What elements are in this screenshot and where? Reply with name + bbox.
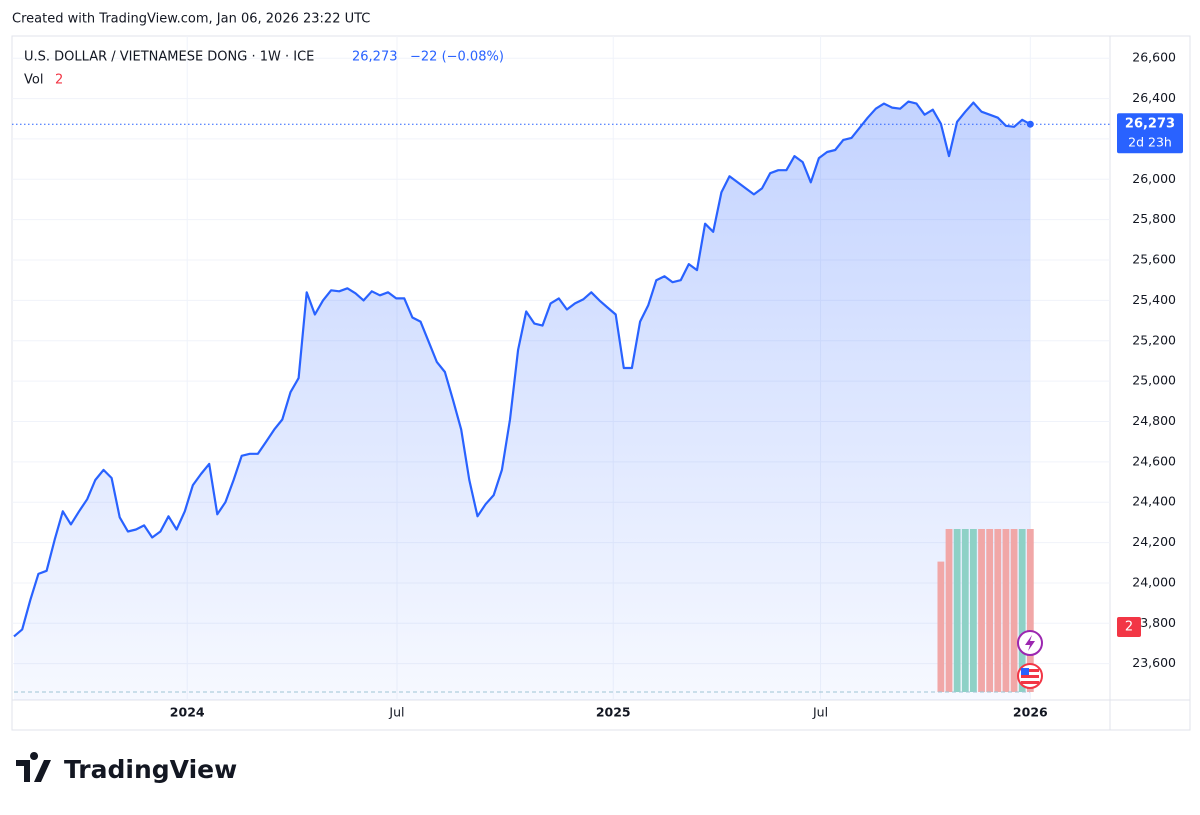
y-tick-label: 25,600: [1132, 252, 1176, 267]
y-tick-label: 26,000: [1132, 171, 1176, 186]
volume-bar: [978, 529, 985, 692]
event-icon[interactable]: [1017, 630, 1043, 656]
plot: [12, 100, 1110, 701]
economic-event-icon[interactable]: [1017, 663, 1043, 689]
x-tick-label: 2024: [170, 705, 205, 720]
x-tick-label: Jul: [812, 705, 828, 720]
y-tick-label: 25,000: [1132, 373, 1176, 388]
frame: [11, 35, 1191, 731]
logo-text: TradingView: [64, 755, 237, 784]
volume-legend: Vol: [24, 73, 43, 88]
volume-bar: [986, 529, 994, 692]
y-tick-label: 25,400: [1132, 292, 1176, 307]
countdown: 2d 23h: [1128, 135, 1172, 150]
y-tick-label: 24,200: [1132, 534, 1176, 549]
y-tick-label: 25,800: [1132, 211, 1176, 226]
volume-bar: [1026, 529, 1034, 692]
volume-bar: [970, 529, 977, 692]
price-label-box: [1117, 113, 1183, 154]
x-tick-label: 2025: [596, 705, 631, 720]
credit: Created with TradingView.com, Jan 06, 20…: [12, 12, 370, 27]
logo: TradingView: [16, 752, 237, 784]
last-point: [1026, 120, 1034, 128]
legend-price: 26,273: [352, 50, 398, 65]
volume-label-box: [1117, 617, 1141, 637]
x-tick-label: 2026: [1013, 705, 1048, 720]
y-tick-label: 24,400: [1132, 494, 1176, 509]
price-label: 26,273: [1125, 117, 1175, 132]
legend-change: −22 (−0.08%): [410, 50, 504, 65]
price-line: [13, 100, 1031, 638]
y-tick-label: 24,800: [1132, 413, 1176, 428]
y-tick-label: 24,000: [1132, 574, 1176, 589]
volume-bar: [994, 529, 1002, 692]
volume-label: 2: [1125, 620, 1133, 635]
volume-bar: [1002, 529, 1010, 692]
volume-bar: [953, 529, 961, 692]
volume-bar: [961, 529, 969, 692]
y-tick-label: 25,200: [1132, 332, 1176, 347]
volume-bar: [1010, 529, 1018, 692]
y-tick-label: 23,600: [1132, 655, 1176, 670]
volume-bar: [945, 529, 953, 692]
x-tick-label: Jul: [388, 705, 404, 720]
area-fill: [14, 101, 1031, 701]
y-tick-label: 24,600: [1132, 453, 1176, 468]
y-tick-label: 23,800: [1132, 615, 1176, 630]
y-tick-label: 26,400: [1132, 90, 1176, 105]
y-tick-label: 26,600: [1132, 50, 1176, 65]
volume-bar: [1018, 529, 1026, 692]
symbol: U.S. DOLLAR / VIETNAMESE DONG · 1W · ICE: [24, 50, 314, 65]
volume-legend-value: 2: [55, 73, 63, 88]
volume-bar: [937, 561, 945, 692]
